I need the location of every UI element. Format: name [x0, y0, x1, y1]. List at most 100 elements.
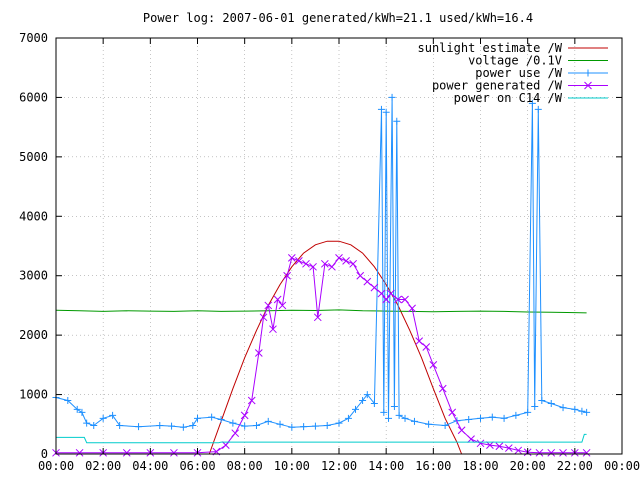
data-point — [156, 421, 164, 429]
grid — [56, 38, 622, 454]
data-point — [344, 414, 352, 422]
series-power-generated-w — [52, 254, 591, 457]
data-point — [208, 413, 216, 421]
series-line — [56, 433, 587, 444]
data-point — [535, 448, 544, 457]
data-point — [486, 441, 494, 449]
data-point — [448, 408, 457, 417]
data-point — [465, 416, 473, 424]
data-point — [408, 304, 416, 313]
data-point — [547, 399, 555, 407]
chart-title: Power log: 2007-06-01 generated/kWh=21.1… — [143, 11, 533, 25]
data-point — [247, 396, 256, 405]
legend-label: sunlight estimate /W — [418, 41, 563, 55]
data-point — [252, 421, 260, 429]
legend-label: power generated /W — [432, 79, 563, 93]
data-point — [476, 439, 485, 448]
data-point — [467, 435, 475, 443]
data-point — [356, 271, 365, 280]
data-point — [382, 108, 390, 116]
data-point — [377, 289, 386, 298]
data-point — [229, 419, 237, 427]
x-tick-label: 12:00 — [321, 459, 357, 473]
x-tick-label: 00:00 — [604, 459, 640, 473]
data-point — [273, 295, 282, 304]
data-point — [514, 446, 523, 455]
series-line — [56, 257, 587, 454]
data-point — [335, 254, 343, 262]
data-point — [283, 271, 291, 280]
data-point — [559, 448, 567, 457]
series-line — [55, 97, 587, 428]
data-point — [259, 313, 268, 322]
data-point — [401, 295, 409, 304]
x-tick-label: 14:00 — [368, 459, 404, 473]
data-point — [528, 99, 536, 107]
data-point — [342, 257, 350, 265]
series-line — [55, 309, 587, 314]
data-point — [559, 404, 567, 412]
data-point — [352, 405, 360, 413]
data-point — [335, 419, 343, 427]
data-point — [410, 417, 418, 425]
data-point — [363, 277, 372, 286]
data-point — [488, 413, 496, 421]
data-point — [221, 441, 230, 449]
data-point — [477, 414, 484, 422]
x-tick-label: 22:00 — [557, 459, 593, 473]
data-point — [288, 423, 296, 431]
y-tick-label: 0 — [41, 447, 48, 461]
data-point — [500, 414, 508, 422]
data-point — [583, 408, 591, 416]
data-point — [328, 262, 336, 271]
y-tick-label: 1000 — [19, 388, 48, 402]
data-point — [311, 422, 319, 430]
data-point — [168, 422, 176, 430]
data-point — [90, 421, 98, 429]
data-point — [349, 259, 358, 268]
x-tick-label: 20:00 — [510, 459, 546, 473]
data-point — [99, 414, 107, 422]
data-point — [122, 448, 131, 457]
data-point — [170, 448, 178, 457]
data-point — [300, 423, 308, 431]
data-point — [429, 361, 438, 369]
y-tick-label: 5000 — [19, 150, 48, 164]
y-tick-label: 3000 — [19, 269, 48, 283]
data-point — [422, 343, 431, 351]
data-point — [302, 259, 310, 268]
data-point — [309, 262, 317, 271]
data-point — [269, 325, 277, 334]
data-point — [571, 405, 579, 413]
data-point — [194, 414, 201, 422]
x-tick-label: 00:00 — [38, 459, 74, 473]
data-point — [276, 420, 284, 428]
data-point — [385, 414, 393, 422]
data-point — [278, 301, 287, 310]
data-point — [393, 117, 401, 125]
data-point — [441, 421, 449, 429]
y-tick-label: 7000 — [19, 31, 48, 45]
data-point — [382, 295, 391, 304]
y-tick-label: 2000 — [19, 328, 48, 342]
data-point — [359, 397, 367, 405]
data-point — [495, 442, 504, 451]
series-line — [208, 240, 463, 455]
data-point — [320, 259, 329, 268]
x-tick-label: 08:00 — [227, 459, 263, 473]
data-point — [524, 408, 532, 416]
data-point — [231, 429, 240, 438]
data-point — [73, 405, 81, 413]
data-point — [425, 420, 433, 428]
legend-marker — [584, 69, 592, 77]
series-power-on-c14-w — [56, 433, 587, 444]
data-point — [395, 411, 403, 419]
axes: 0 1000 2000 3000 4000 5000 6000 7000 00:00 02:00 0… — [19, 31, 640, 473]
data-point — [582, 448, 591, 457]
x-tick-label: 16:00 — [415, 459, 451, 473]
data-point — [64, 397, 72, 405]
data-point — [394, 295, 402, 304]
series-voltage-0-1v — [55, 309, 587, 314]
